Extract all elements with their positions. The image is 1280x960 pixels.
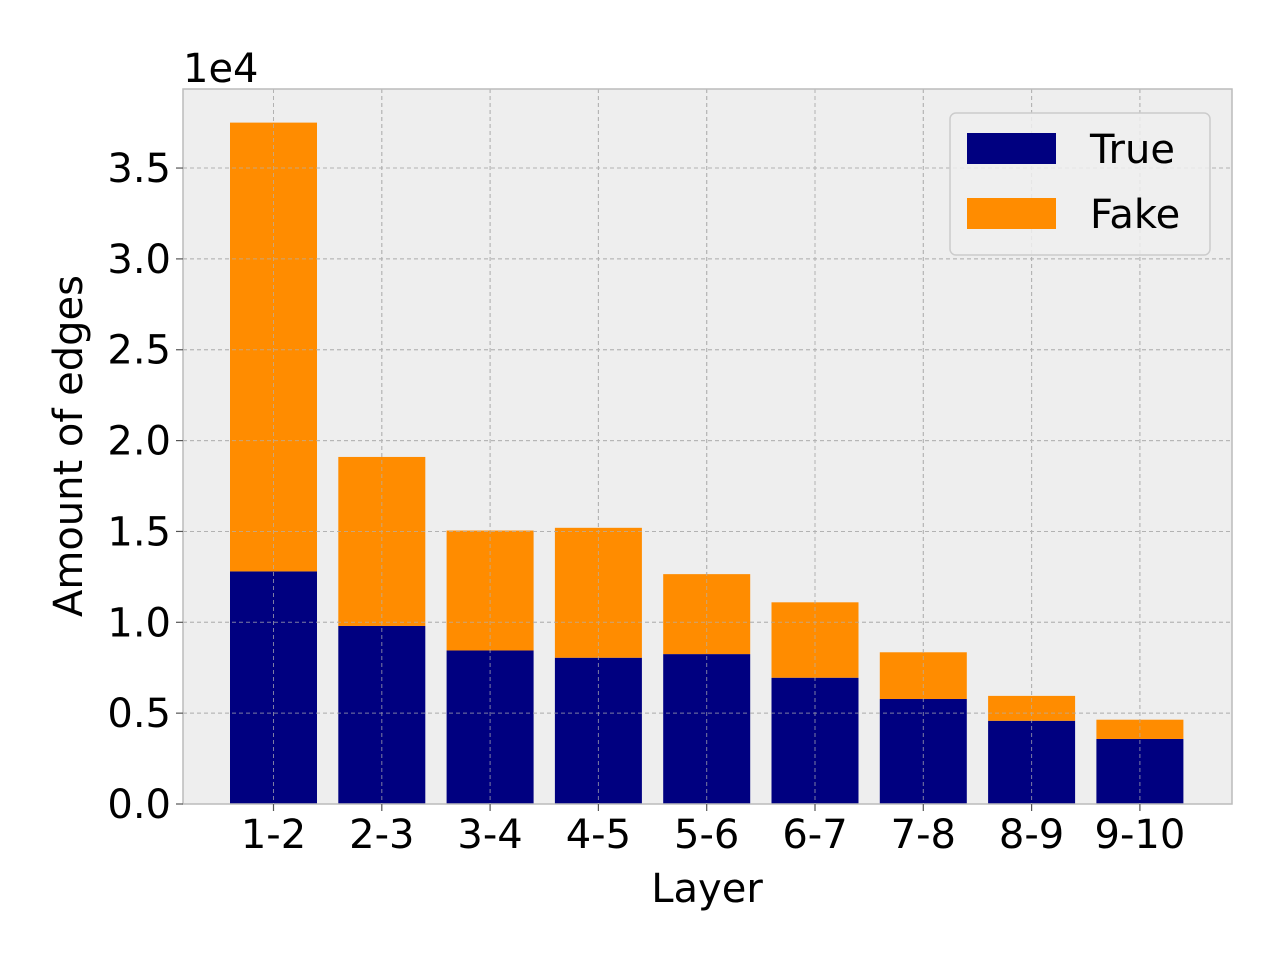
y-tick-label: 3.5 [107,146,171,192]
y-tick-label: 3.0 [107,237,171,283]
x-tick-label: 3-4 [457,812,522,858]
y-tick-label: 2.0 [107,419,171,465]
y-offset-label: 1e4 [183,46,259,92]
x-tick-label: 1-2 [241,812,306,858]
y-axis-ticks: 0.0 0.5 1.0 1.5 2.0 2.5 3.0 3.5 [107,146,183,828]
legend-swatch-fake [967,198,1056,229]
bar-fake-3-4 [446,530,534,651]
x-tick-label: 2-3 [349,812,414,858]
grid-lines-overlay [183,89,1232,805]
bar-true-4-5 [554,657,642,804]
x-tick-label: 5-6 [674,812,739,858]
x-tick-label: 8-9 [999,812,1064,858]
x-tick-label: 9-10 [1095,812,1186,858]
x-axis-ticks: 1-2 2-3 3-4 4-5 5-6 6-7 7-8 8-9 9-10 [241,804,1185,858]
bar-fake-2-3 [338,456,426,626]
bar-true-7-8 [879,698,967,804]
y-tick-label: 1.0 [107,600,171,646]
legend-label-fake: Fake [1090,192,1180,238]
x-tick-label: 6-7 [782,812,847,858]
y-tick-label: 2.5 [107,328,171,374]
x-tick-label: 7-8 [891,812,956,858]
y-tick-label: 1.5 [107,509,171,555]
x-axis-label: Layer [651,866,763,912]
legend-swatch-true [967,133,1056,164]
y-tick-label: 0.0 [107,782,171,828]
y-tick-label: 0.5 [107,691,171,737]
x-tick-label: 4-5 [566,812,631,858]
legend-label-true: True [1089,127,1175,173]
y-axis-label: Amount of edges [46,275,92,617]
plot-frame [182,88,1233,805]
legend: True Fake [949,112,1211,256]
